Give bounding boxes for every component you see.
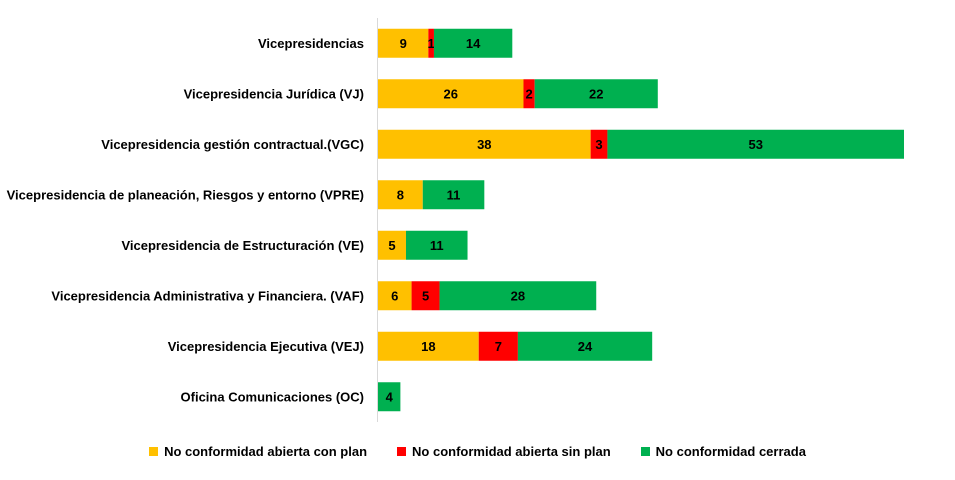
legend-label: No conformidad cerrada <box>655 444 806 459</box>
bar-segment <box>523 79 535 109</box>
category-label: Vicepresidencia gestión contractual.(VGC… <box>101 137 364 152</box>
category-label-group: Vicepresidencias Vicepresidencia Jurídica… <box>7 36 364 405</box>
category-label: Vicepresidencia Administrativa y Financi… <box>51 288 364 303</box>
bar-value-label: 3 <box>595 137 602 152</box>
bar-segment <box>378 281 412 311</box>
category-label: Vicepresidencia de Estructuración (VE) <box>121 238 364 253</box>
bar-segment <box>378 331 479 361</box>
bar-segment <box>428 28 434 58</box>
bar-segment <box>378 79 524 109</box>
legend-swatch <box>640 447 650 456</box>
bar-value-label: 5 <box>388 238 395 253</box>
legend-swatch <box>149 447 159 456</box>
bar-value-label: 7 <box>495 339 502 354</box>
bar-segment <box>378 230 406 260</box>
bar-segment <box>378 129 591 159</box>
bar-value-label: 11 <box>430 238 444 253</box>
category-label: Vicepresidencias <box>258 36 364 51</box>
bar-value-label: 2 <box>525 86 532 101</box>
bar-segment <box>607 129 904 159</box>
legend-label: No conformidad abierta con plan <box>164 444 368 459</box>
legend-item-cerrada: No conformidad cerrada <box>640 444 806 459</box>
legend-item-abierta-con-plan: No conformidad abierta con plan <box>149 444 367 459</box>
bar-value-label: 53 <box>748 137 762 152</box>
bar-segment <box>534 79 658 109</box>
bar-segment <box>422 180 485 210</box>
legend: No conformidad abierta con plan No confo… <box>0 444 955 459</box>
bar-value-label: 26 <box>444 86 458 101</box>
bar-value-label: 22 <box>589 86 603 101</box>
category-label: Vicepresidencia Jurídica (VJ) <box>184 86 364 101</box>
bar-segment <box>378 180 423 210</box>
bar-value-label: 18 <box>421 339 435 354</box>
bar-value-label: 1 <box>428 36 435 51</box>
bar-value-label: 5 <box>422 288 429 303</box>
bar-value-label: 24 <box>578 339 593 354</box>
bar-value-label: 11 <box>447 187 461 202</box>
bar-segment <box>439 281 597 311</box>
legend-label: No conformidad abierta sin plan <box>412 444 611 459</box>
bar-segment <box>590 129 608 159</box>
category-label: Vicepresidencia de planeación, Riesgos y… <box>7 187 364 202</box>
bar-segment <box>405 230 468 260</box>
legend-item-abierta-sin-plan: No conformidad abierta sin plan <box>397 444 611 459</box>
bar-segment <box>478 331 518 361</box>
bar-value-label: 14 <box>466 36 481 51</box>
bar-value-label: 38 <box>477 137 491 152</box>
bar-segment <box>378 28 429 58</box>
bar-value-label: 28 <box>511 288 525 303</box>
bar-segment <box>411 281 440 311</box>
bar-value-label: 4 <box>386 389 394 404</box>
bar-value-label: 6 <box>391 288 398 303</box>
bar-value-label: 8 <box>397 187 404 202</box>
category-label: Oficina Comunicaciones (OC) <box>181 389 364 404</box>
bar-segment <box>433 28 513 58</box>
category-label: Vicepresidencia Ejecutiva (VEJ) <box>168 339 364 354</box>
bar-segment <box>517 331 653 361</box>
bar-segment <box>378 382 401 412</box>
bar-value-label: 9 <box>400 36 407 51</box>
legend-swatch <box>397 447 407 456</box>
